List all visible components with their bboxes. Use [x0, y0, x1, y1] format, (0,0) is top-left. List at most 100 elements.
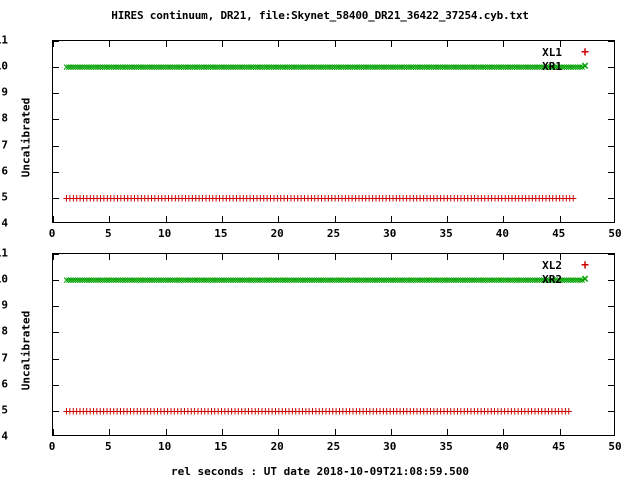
data-point: +	[321, 190, 329, 205]
data-point: ×	[366, 60, 375, 75]
data-point: +	[498, 190, 506, 205]
data-point: +	[331, 190, 339, 205]
data-point: ×	[209, 273, 217, 288]
data-point: +	[304, 190, 312, 205]
data-point: ×	[294, 60, 303, 75]
data-point: +	[470, 190, 479, 205]
data-point: ×	[529, 273, 537, 288]
data-point: +	[238, 403, 246, 418]
data-point: +	[474, 403, 482, 418]
x-tick-mark	[334, 429, 336, 435]
data-point: ×	[225, 60, 233, 75]
data-point: +	[314, 190, 322, 205]
data-point: ×	[261, 273, 269, 288]
data-point: ×	[128, 273, 136, 288]
data-point: ×	[434, 60, 442, 75]
data-point: ×	[484, 273, 492, 288]
y-tick-label: 10	[0, 272, 8, 286]
x-tick-label: 5	[104, 440, 112, 453]
data-point: ×	[330, 273, 339, 288]
data-point: ×	[220, 273, 228, 288]
data-point: ×	[398, 60, 406, 75]
data-point: ×	[556, 60, 564, 75]
data-point: ×	[418, 60, 426, 75]
x-tick-mark	[390, 254, 392, 260]
data-point: ×	[375, 273, 384, 288]
data-point: ×	[484, 60, 492, 75]
data-point: ×	[150, 60, 158, 75]
y-tick-mark	[53, 410, 59, 412]
data-point: ×	[150, 273, 158, 288]
data-point: ×	[441, 60, 449, 75]
data-point: ×	[76, 273, 84, 288]
data-point: +	[494, 403, 502, 418]
data-point: ×	[445, 273, 453, 288]
data-point: ×	[148, 60, 156, 75]
data-point: +	[464, 190, 472, 205]
data-point: ×	[411, 273, 420, 288]
data-point: +	[177, 403, 185, 418]
data-point: ×	[362, 60, 370, 75]
data-point: +	[450, 190, 458, 205]
data-point: ×	[558, 60, 566, 75]
data-point: ×	[468, 60, 476, 75]
y-tick-mark	[53, 67, 59, 69]
data-point: ×	[170, 273, 179, 288]
data-point: +	[140, 403, 148, 418]
x-tick-mark	[447, 254, 449, 260]
data-point: +	[285, 403, 293, 418]
data-point: ×	[542, 273, 550, 288]
data-point: ×	[486, 273, 494, 288]
data-point: +	[365, 190, 373, 205]
data-point: +	[467, 403, 475, 418]
data-point: ×	[326, 273, 334, 288]
data-point: +	[214, 403, 222, 418]
data-point: ×	[119, 273, 127, 288]
data-point: +	[241, 403, 249, 418]
data-point: ×	[69, 60, 77, 75]
data-point: ×	[240, 60, 249, 75]
data-point: +	[215, 190, 224, 205]
data-point: ×	[222, 60, 231, 75]
x-tick-label: 35	[439, 440, 453, 453]
data-point: +	[369, 403, 377, 418]
data-point: ×	[479, 60, 487, 75]
data-point: ×	[393, 60, 402, 75]
data-point: ×	[567, 60, 575, 75]
data-point: ×	[317, 60, 325, 75]
data-point: +	[328, 190, 336, 205]
y-tick-label: 9	[1, 298, 8, 312]
data-point: +	[457, 190, 465, 205]
data-point: ×	[200, 60, 208, 75]
data-point: +	[113, 190, 122, 205]
data-point: ×	[247, 273, 255, 288]
data-point: ×	[472, 60, 480, 75]
data-point: +	[133, 403, 141, 418]
data-point: +	[382, 190, 390, 205]
data-point: ×	[297, 60, 305, 75]
data-point: +	[392, 190, 400, 205]
data-point: ×	[533, 60, 541, 75]
x-tick-label: 10	[157, 440, 172, 453]
y-tick-mark	[53, 332, 59, 334]
data-point: ×	[243, 60, 251, 75]
data-point: ×	[571, 60, 580, 75]
x-tick-mark	[109, 41, 111, 47]
data-point: ×	[130, 60, 138, 75]
data-point: ×	[348, 60, 357, 75]
x-tick-mark	[221, 429, 223, 435]
data-point: ×	[515, 60, 523, 75]
data-point: ×	[225, 273, 233, 288]
data-point: +	[409, 190, 417, 205]
data-point: +	[372, 190, 380, 205]
data-point: ×	[542, 60, 550, 75]
data-point: ×	[234, 60, 242, 75]
data-point: ×	[499, 60, 508, 75]
data-point: +	[305, 403, 313, 418]
data-point: ×	[71, 60, 80, 75]
data-point: +	[248, 403, 256, 418]
data-point: ×	[344, 60, 352, 75]
data-point: ×	[398, 273, 406, 288]
data-point: ×	[470, 273, 478, 288]
data-point: ×	[310, 273, 318, 288]
